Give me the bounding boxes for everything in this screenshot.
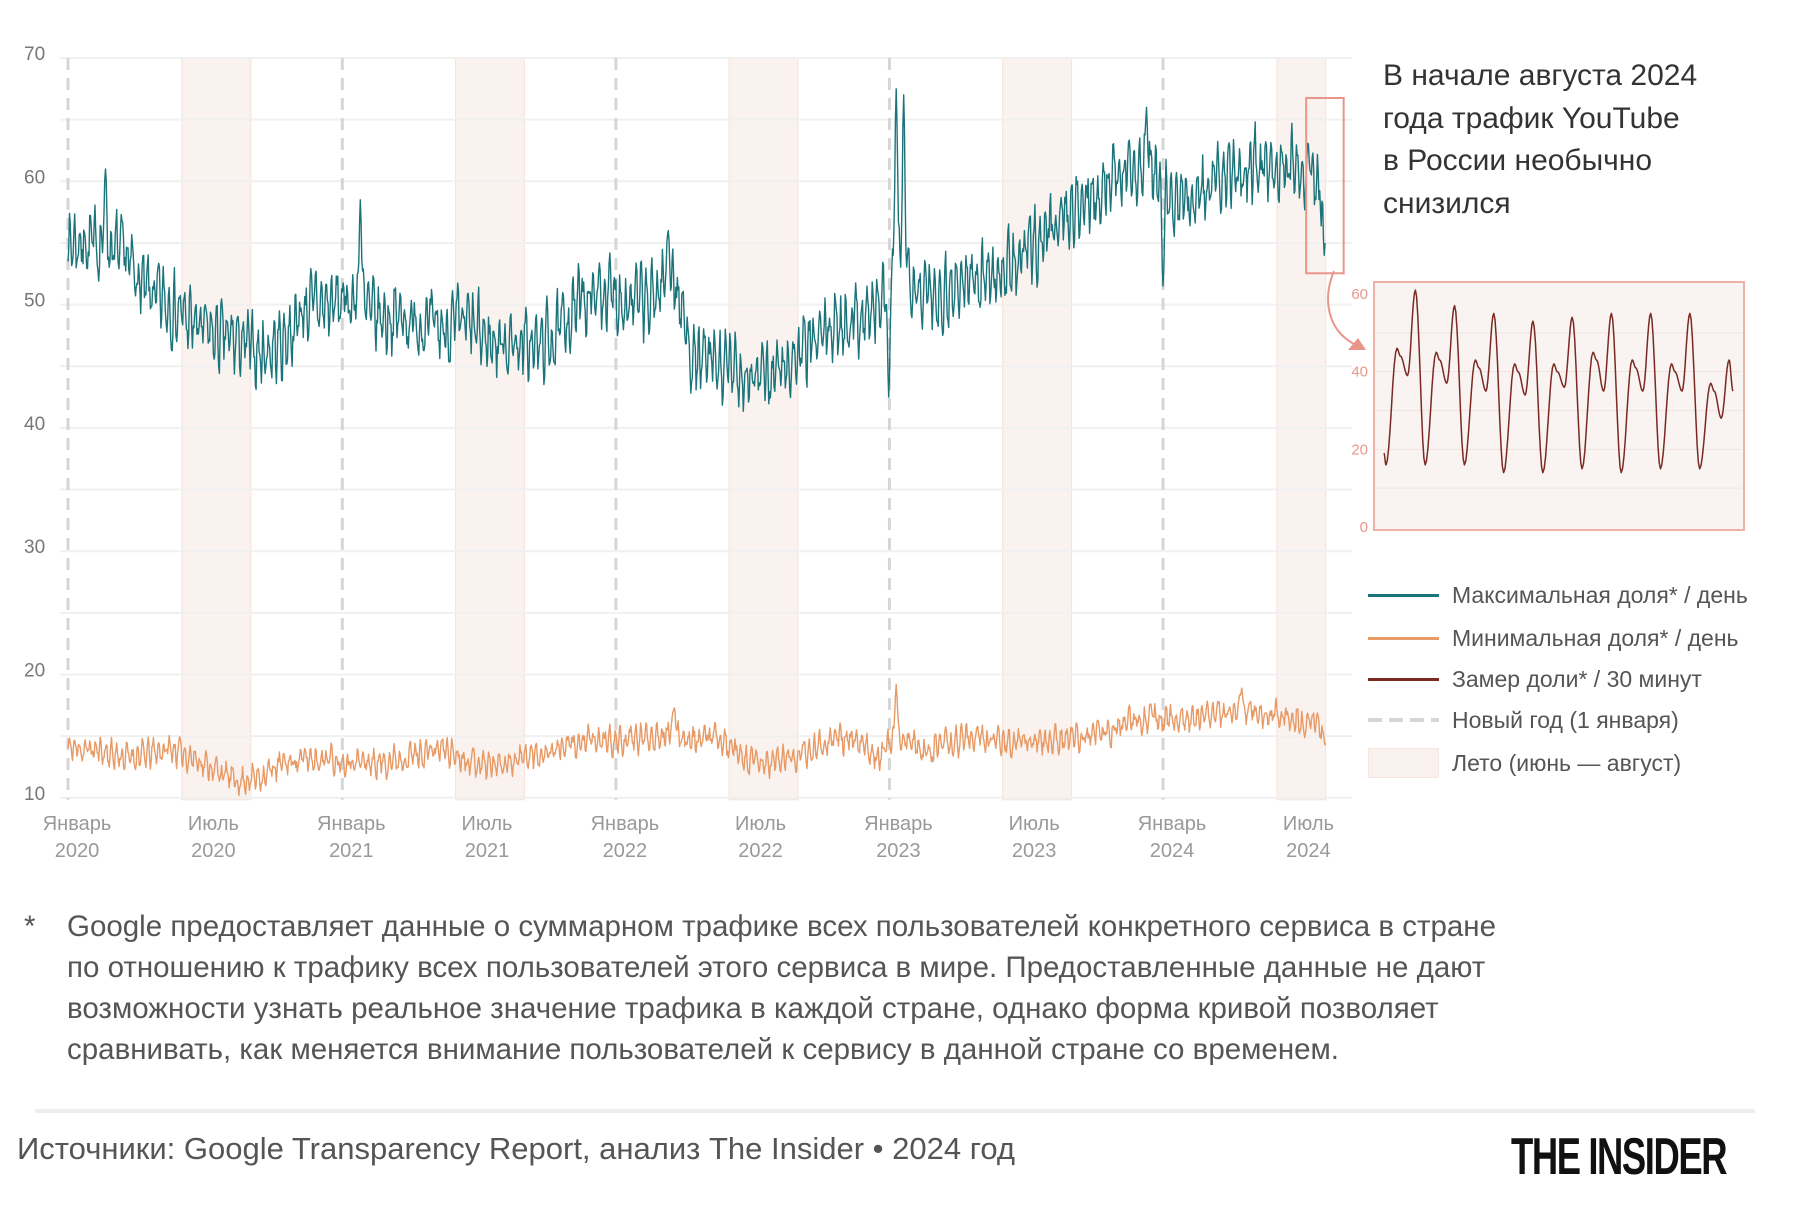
inset-y-ticks: 0 20 40 60: [1351, 286, 1368, 536]
footnote-marker: *: [24, 910, 36, 943]
title-line: снизился: [1383, 186, 1511, 220]
inset-gridlines: [1376, 332, 1742, 489]
footnote-line: возможности узнать реальное значение тра…: [67, 992, 1439, 1025]
inset-y-tick-label: 40: [1351, 364, 1368, 381]
legend-label: Замер доли* / 30 минут: [1452, 665, 1702, 692]
footnote-line: по отношению к трафику всех пользователе…: [67, 951, 1486, 984]
legend-swatch-icon: [1368, 718, 1439, 722]
gridlines: [60, 57, 1352, 799]
legend-swatch-icon: [1368, 593, 1439, 597]
source-credit: Источники: Google Transparency Report, а…: [17, 1131, 1015, 1166]
y-axis-ticks: 10 20 30 40 50 60 70: [24, 44, 45, 805]
inset-y-tick-label: 60: [1351, 286, 1368, 303]
x-tick-label-month: Июль: [188, 813, 239, 835]
legend-item-min: Минимальная доля* / день: [1368, 618, 1739, 658]
legend-swatch-icon: [1368, 677, 1439, 681]
divider: [35, 1109, 1755, 1113]
x-tick-label-year: 2020: [55, 840, 100, 862]
x-tick-label-month: Январь: [864, 813, 933, 835]
inset-y-tick-label: 20: [1351, 441, 1368, 458]
y-tick-label: 40: [24, 414, 45, 435]
title-line: В начале августа 2024: [1383, 59, 1698, 92]
legend-item-new-year: Новый год (1 января): [1368, 700, 1679, 740]
x-tick-label-month: Январь: [317, 813, 386, 835]
x-tick-label-month: Июль: [735, 813, 786, 835]
x-tick-label-year: 2023: [1012, 840, 1057, 862]
legend-label: Максимальная доля* / день: [1452, 581, 1748, 608]
y-tick-label: 10: [24, 784, 45, 805]
x-tick-label-month: Январь: [1138, 813, 1207, 835]
y-tick-label: 50: [24, 291, 45, 312]
y-tick-label: 60: [24, 167, 45, 188]
series-line-30min-share: [1383, 289, 1734, 474]
arrow-head-icon: [1348, 338, 1366, 350]
new-year-lines: [66, 58, 1165, 800]
x-tick-label-month: Июль: [461, 813, 512, 835]
x-tick-label-month: Июль: [1283, 813, 1334, 835]
x-tick-label-year: 2020: [191, 840, 236, 862]
x-tick-label-year: 2024: [1150, 840, 1195, 862]
x-tick-label-year: 2022: [738, 840, 783, 862]
series-line-max-share: [67, 88, 1327, 412]
x-tick-label-year: 2021: [329, 840, 374, 862]
legend-item-30min: Замер доли* / 30 минут: [1368, 659, 1702, 699]
legend-label: Лето (июнь — август): [1452, 749, 1682, 776]
x-tick-label-year: 2023: [876, 840, 921, 862]
callout-arrow: [1327, 270, 1355, 345]
legend-item-summer: Лето (июнь — август): [1368, 743, 1681, 783]
x-tick-label-month: Январь: [591, 813, 660, 835]
chart: 10 20 30 40 50 60 70 Январь 2020 Июль 2020 Январь 2…: [24, 44, 1745, 862]
y-tick-label: 70: [24, 44, 45, 65]
x-tick-label-year: 2022: [603, 840, 648, 862]
chart-annotation-title: В начале августа 2024 года трафик YouTub…: [1383, 55, 1697, 225]
x-tick-label-year: 2024: [1286, 840, 1331, 862]
x-axis-ticks: Январь 2020 Июль 2020 Январь 2021 Июль 2021 Янва…: [43, 813, 1334, 862]
legend-swatch-icon: [1368, 748, 1439, 778]
inset-y-tick-label: 0: [1360, 519, 1368, 536]
the-insider-logo: THE INSIDER: [1511, 1128, 1728, 1186]
series-line-min-share: [67, 683, 1327, 797]
x-tick-label-month: Июль: [1009, 813, 1060, 835]
highlight-box: [1305, 96, 1345, 275]
y-tick-label: 20: [24, 661, 45, 682]
legend-label: Минимальная доля* / день: [1452, 624, 1739, 651]
legend-item-max: Максимальная доля* / день: [1368, 575, 1748, 615]
footnote-line: сравнивать, как меняется внимание пользо…: [67, 1033, 1340, 1066]
title-line: в России необычно: [1383, 144, 1653, 177]
footnote-line: Google предоставляет данные о суммарном …: [67, 910, 1496, 943]
legend-swatch-icon: [1368, 636, 1439, 640]
x-tick-label-month: Январь: [43, 813, 112, 835]
title-line: года трафик YouTube: [1383, 101, 1680, 135]
x-tick-label-year: 2021: [465, 840, 510, 862]
legend-label: Новый год (1 января): [1452, 706, 1679, 733]
y-tick-label: 30: [24, 537, 45, 558]
